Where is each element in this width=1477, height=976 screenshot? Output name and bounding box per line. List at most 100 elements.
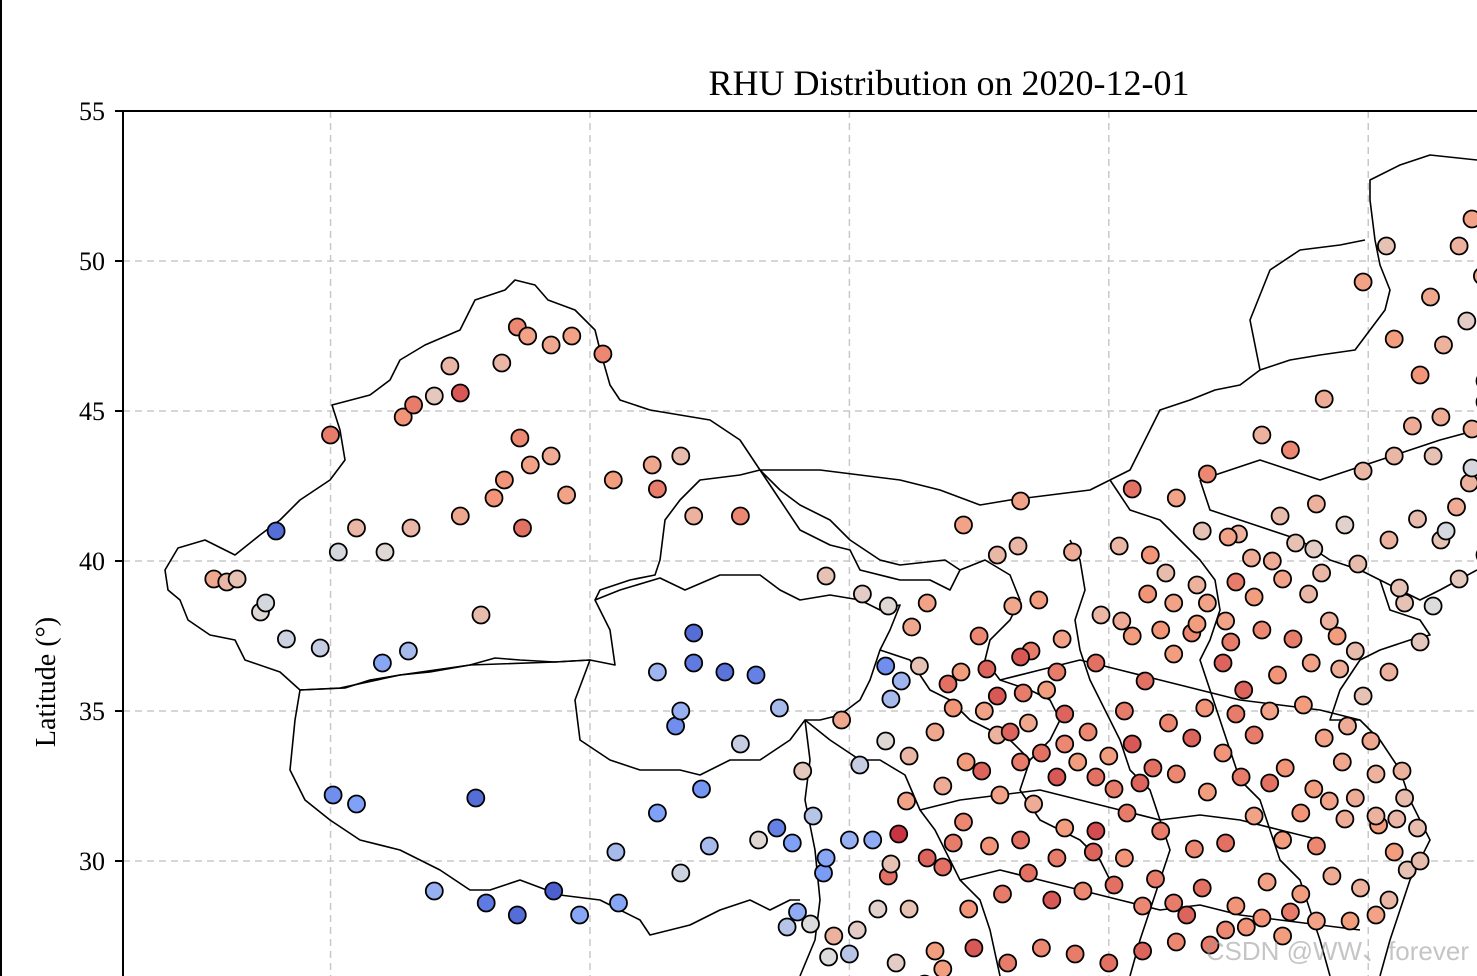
station-point — [1460, 473, 1477, 493]
station-point — [847, 920, 867, 940]
station-point — [1387, 809, 1407, 829]
station-point — [910, 656, 929, 676]
station-point — [1345, 788, 1365, 808]
station-point — [393, 407, 413, 427]
station-point — [925, 722, 945, 742]
station-point — [1011, 830, 1030, 850]
xinjiang-border — [164, 279, 761, 691]
station-point — [1410, 851, 1430, 871]
station-point — [1159, 713, 1178, 733]
station-point — [1185, 839, 1204, 859]
station-point — [1353, 272, 1373, 292]
station-point — [1314, 389, 1334, 409]
station-point — [1065, 944, 1085, 964]
station-point — [1252, 425, 1272, 445]
station-point — [1029, 590, 1049, 610]
station-point — [881, 689, 901, 709]
station-point — [450, 383, 470, 403]
station-point — [1073, 881, 1093, 901]
station-point — [1115, 701, 1134, 721]
station-point — [544, 881, 564, 901]
station-point — [541, 446, 561, 466]
northeast-borders — [1199, 429, 1477, 976]
station-point — [507, 905, 527, 925]
station-point — [450, 506, 470, 526]
station-point — [1252, 620, 1272, 640]
station-point — [398, 641, 418, 661]
station-point — [925, 941, 945, 961]
watermark-text: CSDN @WW、forever — [1205, 936, 1469, 966]
station-point — [1122, 734, 1142, 754]
station-point — [1348, 554, 1368, 574]
station-point — [1322, 866, 1342, 886]
station-point — [1449, 569, 1469, 589]
station-point — [863, 830, 883, 850]
station-point — [1384, 329, 1404, 349]
station-point — [746, 665, 766, 685]
station-point — [1055, 734, 1075, 754]
station-point — [671, 701, 691, 721]
station-point — [1294, 695, 1313, 715]
station-point — [541, 335, 561, 355]
station-point — [993, 884, 1012, 904]
station-point — [1281, 902, 1300, 922]
station-point — [969, 626, 989, 646]
station-point — [876, 656, 896, 676]
station-point — [1421, 287, 1440, 307]
station-point — [1234, 680, 1254, 700]
station-point — [562, 326, 582, 346]
station-point — [1304, 539, 1324, 559]
station-point — [1273, 830, 1292, 850]
station-point — [816, 848, 836, 868]
station-point — [974, 701, 994, 721]
station-point — [1143, 758, 1163, 778]
station-point — [471, 605, 491, 625]
station-point — [853, 584, 872, 604]
station-point — [788, 902, 807, 922]
station-point — [401, 518, 421, 538]
station-point — [1457, 311, 1477, 331]
station-point — [1166, 932, 1186, 952]
station-point — [1307, 836, 1326, 856]
station-point — [814, 863, 833, 883]
station-point — [1104, 779, 1124, 799]
station-point — [1218, 527, 1238, 547]
station-point — [933, 959, 953, 976]
station-point — [972, 761, 992, 781]
station-point — [1133, 941, 1152, 961]
station-point — [1200, 935, 1220, 955]
station-point — [1042, 890, 1062, 910]
station-point — [1392, 761, 1412, 781]
station-point — [1037, 680, 1056, 700]
station-point — [1109, 536, 1129, 556]
station-point — [1379, 530, 1399, 550]
station-point — [933, 776, 953, 796]
station-point — [1462, 209, 1477, 229]
station-point — [494, 470, 514, 490]
station-point — [1431, 407, 1451, 427]
station-point — [1244, 725, 1264, 745]
station-point — [1135, 671, 1155, 691]
station-point — [609, 893, 628, 913]
station-point — [256, 593, 276, 613]
station-point — [603, 470, 623, 490]
station-point — [1449, 236, 1469, 256]
station-point — [1379, 662, 1399, 682]
station-point — [917, 593, 937, 613]
station-point — [671, 863, 691, 883]
station-point — [1273, 569, 1292, 589]
station-point — [1008, 536, 1028, 556]
station-point — [606, 842, 626, 862]
station-markers — [204, 209, 1477, 976]
station-point — [466, 788, 486, 808]
station-point — [1283, 629, 1303, 649]
station-point — [323, 785, 343, 805]
station-point — [1003, 596, 1023, 616]
station-point — [1270, 506, 1290, 526]
station-point — [767, 818, 787, 838]
gansu-mongolia-border — [759, 154, 1477, 591]
station-point — [1473, 268, 1477, 284]
station-point — [1304, 779, 1324, 799]
station-point — [1252, 908, 1272, 928]
station-point — [1187, 614, 1207, 634]
